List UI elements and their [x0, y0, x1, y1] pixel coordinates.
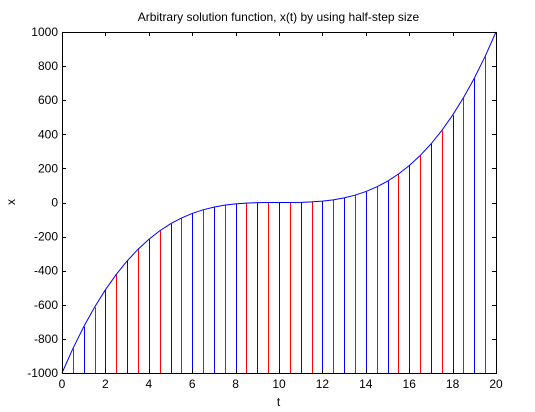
y-tick-label: 800 — [38, 59, 58, 73]
x-tick-label: 10 — [272, 377, 286, 391]
y-tick-label: 0 — [51, 196, 58, 210]
y-tick-label: -1000 — [27, 366, 58, 380]
x-tick-label: 18 — [446, 377, 460, 391]
x-tick-label: 20 — [489, 377, 503, 391]
x-tick-label: 12 — [316, 377, 330, 391]
y-tick-label: -800 — [34, 332, 58, 346]
x-tick-label: 6 — [189, 377, 196, 391]
y-tick-label: 600 — [38, 93, 58, 107]
plot-area: 0 2 4 6 8 10 12 14 16 18 20 -1000 -800 -600 -400 -200 0… — [27, 25, 503, 391]
x-tick-label: 8 — [232, 377, 239, 391]
y-tick-label: 1000 — [31, 25, 58, 39]
chart-title: Arbitrary solution function, x(t) by usi… — [138, 10, 420, 24]
y-axis-title: x — [4, 199, 18, 205]
x-tick-label: 2 — [102, 377, 109, 391]
y-tick-label: 400 — [38, 127, 58, 141]
y-tick-label: -600 — [34, 298, 58, 312]
x-tick-label: 0 — [59, 377, 66, 391]
x-tick-label: 4 — [145, 377, 152, 391]
x-tick-label: 14 — [359, 377, 373, 391]
x-tick-label: 16 — [403, 377, 417, 391]
y-tick-label: 200 — [38, 161, 58, 175]
y-tick-label: -400 — [34, 264, 58, 278]
y-tick-label: -200 — [34, 230, 58, 244]
